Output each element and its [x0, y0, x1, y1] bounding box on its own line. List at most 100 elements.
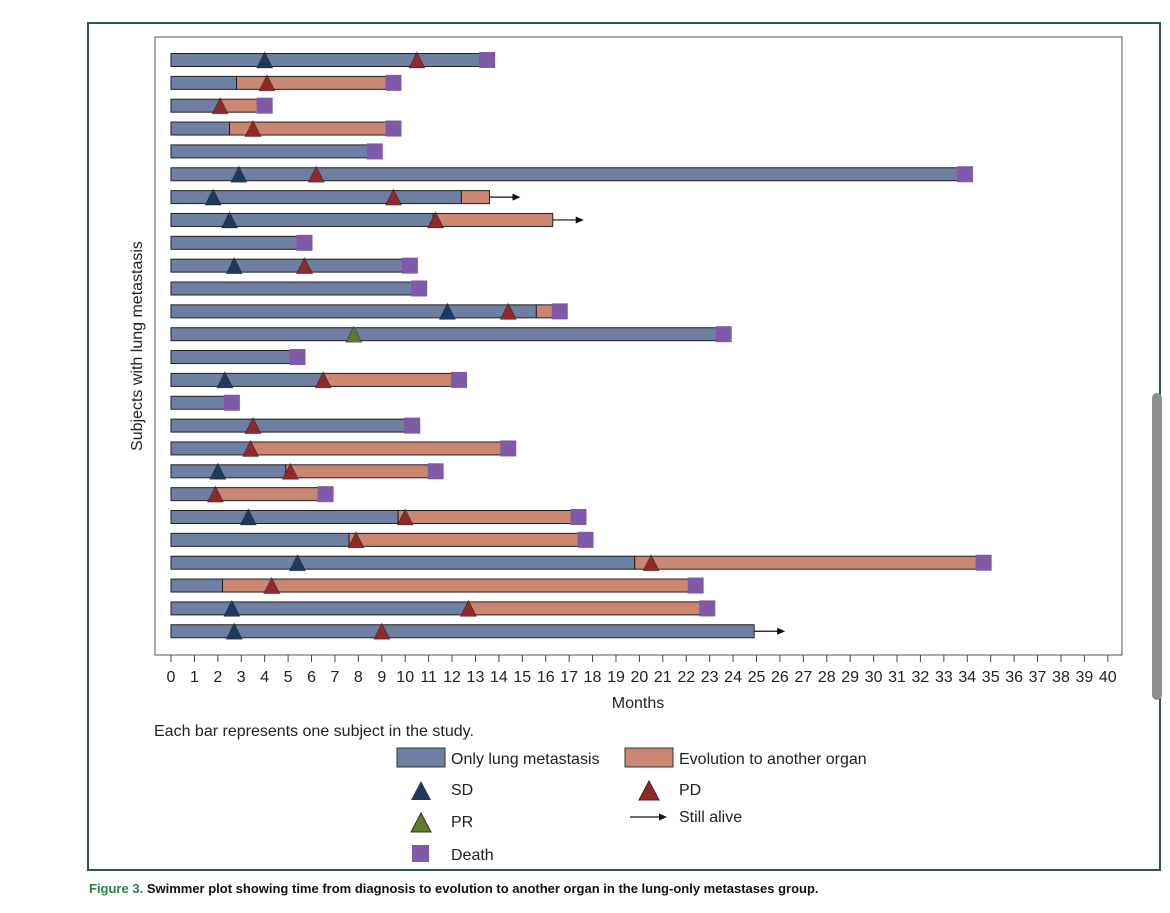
pd-marker: [241, 439, 260, 457]
bar-lung-segment: [170, 601, 469, 616]
bar-lung-segment: [170, 75, 238, 90]
legend-death-label: Death: [451, 847, 494, 864]
death-marker: [404, 417, 421, 434]
bar-lung-segment: [170, 212, 434, 227]
x-tick-label: 34: [958, 669, 976, 686]
death-marker: [385, 120, 402, 137]
bar-evolution-segment: [460, 190, 491, 205]
pd-marker: [396, 508, 414, 526]
x-tick-label: 18: [584, 669, 602, 686]
swimmer-chart: 0 1 2 3 4 5 6 7 8 9 10 11 12 13 14 15 16 17 18 19 20 21 22 23 24…: [129, 36, 1123, 864]
bar-lung-segment: [170, 350, 298, 365]
pd-marker: [244, 416, 262, 435]
x-tick-label: 31: [888, 669, 906, 686]
x-tick-label: 0: [167, 669, 176, 686]
pr-marker: [345, 325, 363, 343]
alive-arrowhead: [777, 627, 786, 635]
bar-evolution-segment: [250, 441, 509, 456]
x-tick-label: 32: [912, 669, 930, 686]
x-tick-label: 17: [560, 669, 578, 686]
pd-marker: [307, 165, 325, 183]
x-tick-label: 7: [330, 669, 339, 686]
scrollbar-thumb[interactable]: [1152, 393, 1162, 700]
death-marker: [451, 371, 468, 388]
legend-lung-swatch: [396, 747, 446, 768]
legend-evolution-label: Evolution to another organ: [679, 751, 867, 768]
sd-marker: [216, 371, 234, 389]
bar-lung-segment: [170, 98, 221, 113]
x-tick-label: 37: [1029, 669, 1047, 686]
pd-marker: [206, 485, 225, 503]
legend-sd-icon: [411, 781, 431, 800]
legend-alive-arrowhead-icon: [659, 813, 667, 821]
bars-layer: [170, 53, 985, 639]
x-tick-label: 27: [794, 669, 812, 686]
death-marker: [975, 554, 992, 571]
pd-marker: [314, 371, 332, 389]
bar-evolution-segment: [236, 75, 394, 90]
bar-evolution-segment: [467, 601, 708, 616]
sd-marker: [288, 553, 307, 572]
bar-lung-segment: [170, 121, 231, 136]
bar-lung-segment: [170, 624, 755, 639]
alive-arrowhead: [512, 193, 521, 201]
pd-marker: [258, 73, 276, 92]
death-marker: [256, 97, 273, 114]
pd-marker: [281, 462, 300, 480]
footnote: Each bar represents one subject in the s…: [154, 723, 474, 740]
x-tick-label: 4: [260, 669, 269, 686]
x-tick-label: 39: [1075, 669, 1093, 686]
death-marker: [956, 166, 973, 183]
x-tick-label: 6: [307, 669, 316, 686]
pd-marker: [426, 211, 445, 229]
sd-marker: [223, 599, 241, 617]
bar-evolution-segment: [432, 212, 554, 227]
death-marker: [296, 234, 313, 251]
bar-lung-segment: [170, 510, 399, 524]
pd-marker: [642, 553, 660, 572]
death-marker: [289, 349, 306, 366]
bar-evolution-segment: [348, 532, 587, 547]
sd-marker: [225, 622, 243, 640]
death-marker: [385, 74, 402, 91]
legend: Only lung metastasis Evolution to anothe…: [396, 747, 867, 864]
bar-lung-segment: [170, 532, 350, 547]
x-tick-label: 20: [631, 669, 649, 686]
death-marker: [715, 326, 732, 343]
x-tick-label: 40: [1099, 669, 1117, 686]
x-tick-label: 30: [865, 669, 883, 686]
x-tick-label: 26: [771, 669, 789, 686]
sd-marker: [220, 211, 239, 229]
bar-lung-segment: [170, 372, 324, 387]
pd-marker: [499, 302, 517, 320]
x-tick-label: 1: [190, 669, 199, 686]
legend-pr-icon: [410, 811, 432, 833]
x-tick-label: 11: [420, 669, 437, 686]
x-tick-label: 5: [284, 669, 293, 686]
bar-lung-segment: [170, 304, 537, 319]
bar-lung-segment: [170, 441, 252, 456]
death-marker: [427, 463, 444, 480]
pd-marker: [384, 188, 403, 206]
death-marker: [401, 257, 418, 274]
pd-marker: [211, 96, 229, 115]
bar-lung-segment: [170, 258, 411, 273]
y-axis-label: Subjects with lung metastasis: [129, 241, 146, 451]
legend-evolution-swatch: [624, 747, 674, 768]
x-tick-label: 8: [354, 669, 363, 686]
bar-lung-segment: [170, 578, 224, 593]
bar-evolution-segment: [397, 510, 580, 524]
x-tick-label: 13: [467, 669, 485, 686]
bar-lung-segment: [170, 167, 966, 182]
bar-lung-segment: [170, 281, 420, 296]
legend-pd-icon: [638, 779, 660, 801]
x-tick-label: 19: [607, 669, 625, 686]
x-tick-label: 9: [377, 669, 386, 686]
caption-text: Swimmer plot showing time from diagnosis…: [146, 881, 819, 896]
death-marker: [577, 531, 594, 548]
bar-lung-segment: [170, 418, 413, 433]
pd-marker: [347, 530, 365, 549]
x-axis: 0 1 2 3 4 5 6 7 8 9 10 11 12 13 14 15 16 17 18 19 20 21 22 23 24…: [167, 654, 1117, 686]
bar-lung-segment: [170, 555, 636, 570]
death-marker: [317, 486, 334, 503]
